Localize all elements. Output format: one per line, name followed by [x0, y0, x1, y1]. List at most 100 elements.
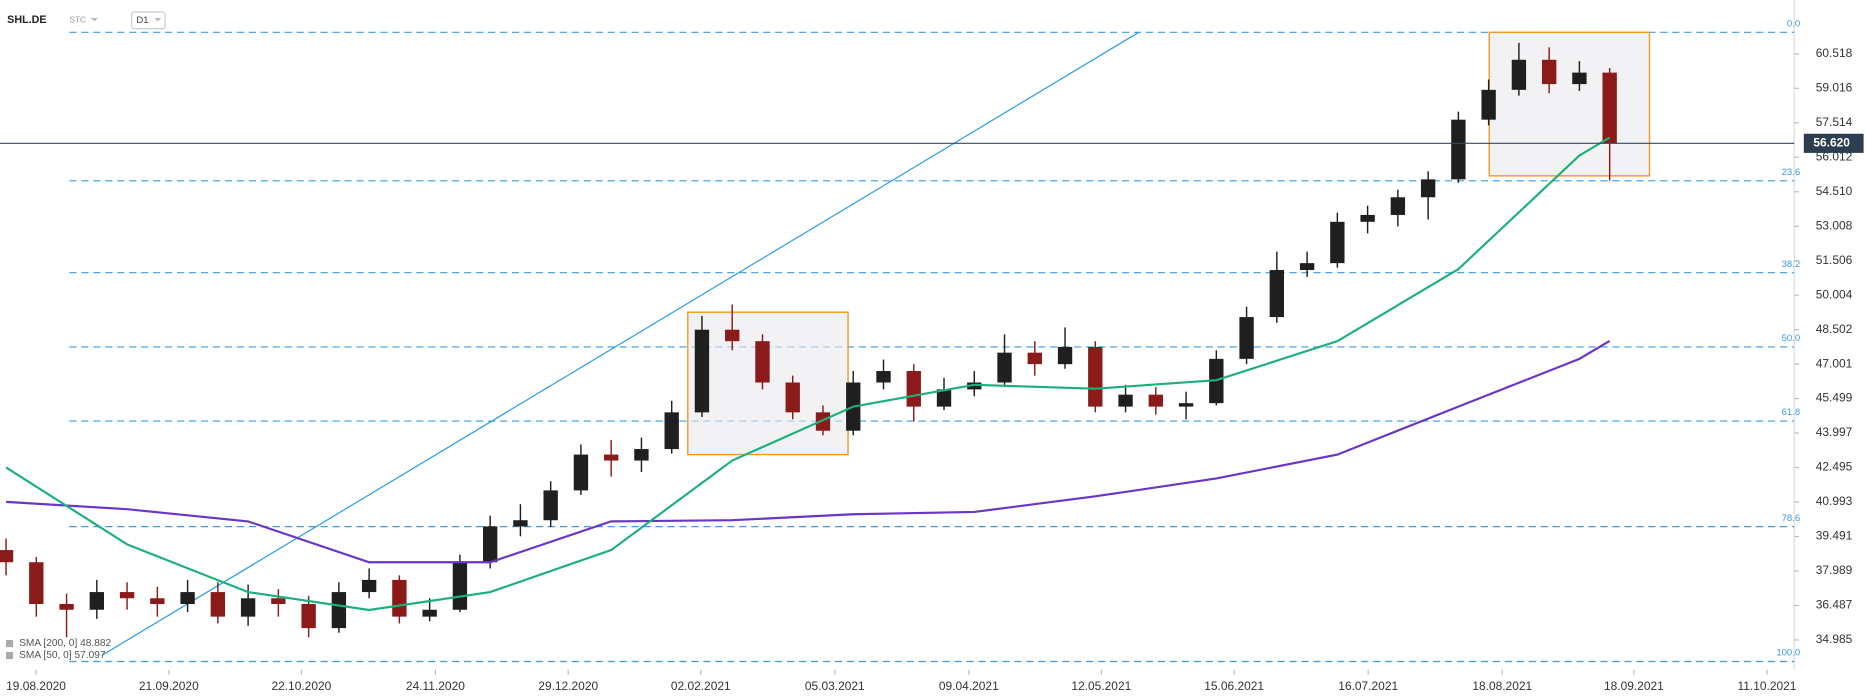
- y-tick-label: 50.004: [1816, 287, 1853, 301]
- candle-body: [725, 329, 740, 342]
- candle-body: [1481, 89, 1496, 120]
- candle-body: [604, 454, 619, 461]
- y-tick-label: 59.016: [1816, 80, 1853, 94]
- candle-body: [543, 490, 558, 521]
- trend-line: [101, 31, 1140, 657]
- y-tick-label: 39.491: [1816, 529, 1853, 543]
- candle-body: [1239, 317, 1254, 359]
- x-tick-label: 05.03.2021: [805, 679, 865, 693]
- candle-body: [59, 604, 74, 610]
- x-tick-label: 16.07.2021: [1338, 679, 1398, 693]
- fibonacci: 0.0 23.6 38.2 50.0 61.8 78.6 100.0: [69, 18, 1801, 663]
- candle-body: [1148, 394, 1163, 407]
- candle-body: [180, 592, 195, 605]
- sma-line: [5, 340, 1611, 564]
- x-tick-label: 12.05.2021: [1071, 679, 1131, 693]
- last-price-box: [1803, 133, 1864, 153]
- dropdown-arrow: [154, 17, 162, 22]
- fib-label: 23.6: [1782, 167, 1801, 178]
- candle-body: [967, 382, 982, 390]
- mode[interactable]: STC: [69, 15, 86, 25]
- fib-label: 100.0: [1776, 648, 1800, 659]
- candle-body: [301, 604, 316, 629]
- x-tick-label: 11.10.2021: [1738, 679, 1797, 693]
- x-tick-label: 18.09.2021: [1604, 679, 1664, 693]
- x-tick-label: 09.04.2021: [939, 679, 999, 693]
- candle-body: [997, 352, 1012, 383]
- candle-body: [1057, 346, 1073, 365]
- y-tick-label: 54.510: [1816, 184, 1853, 198]
- candle-body: [815, 412, 831, 431]
- x-tick-label: 02.02.2021: [671, 679, 731, 693]
- candle-body: [119, 592, 135, 599]
- y-tick-label: 57.514: [1816, 115, 1853, 129]
- candle-body: [936, 389, 952, 407]
- y-tick-label: 43.997: [1816, 425, 1853, 439]
- candle-body: [1299, 263, 1315, 271]
- candle-body: [876, 371, 891, 383]
- candle-body: [1451, 119, 1466, 180]
- candle-body: [150, 598, 165, 605]
- fib-label: 78.6: [1782, 513, 1801, 524]
- axes: 60.518 59.016 57.514 56.012 54.510 53.008 51.5…: [0, 46, 1864, 693]
- legend-entry[interactable]: SMA [200, 0] 48.882: [19, 638, 111, 649]
- y-tick-label: 56.012: [1816, 149, 1853, 163]
- candle-body: [1511, 59, 1527, 90]
- candle-body: [0, 550, 14, 563]
- candle-body: [1027, 352, 1042, 365]
- candle-body: [89, 592, 104, 610]
- candle-body: [1360, 214, 1375, 222]
- legend-icon: [5, 651, 14, 660]
- interval[interactable]: D1: [136, 15, 148, 26]
- legend-entry[interactable]: SMA [50, 0] 57.097: [19, 650, 106, 661]
- y-tick-label: 42.495: [1816, 460, 1853, 474]
- candle-body: [1541, 59, 1557, 85]
- x-tick-label: 24.11.2020: [406, 679, 465, 693]
- y-tick-label: 34.985: [1816, 632, 1853, 646]
- dropdown-arrow: [90, 17, 99, 22]
- y-tick-label: 47.001: [1816, 356, 1853, 370]
- y-tick-label: 36.487: [1816, 598, 1853, 612]
- box-zone: [687, 311, 849, 456]
- candle-body: [664, 412, 679, 450]
- candle-body: [1572, 72, 1587, 85]
- y-tick-label: 53.008: [1816, 218, 1853, 232]
- y-tick-label: 40.993: [1816, 494, 1853, 508]
- candle-body: [1390, 197, 1406, 215]
- fib-label: 61.8: [1782, 407, 1801, 418]
- symbol[interactable]: SHL.DE: [7, 14, 46, 26]
- box-zone: [1488, 31, 1651, 177]
- x-tick-label: 22.10.2020: [271, 679, 331, 693]
- fib-label: 38.2: [1782, 259, 1801, 270]
- candle-body: [29, 562, 44, 605]
- x-tick-label: 18.08.2021: [1472, 679, 1532, 693]
- candle-body: [1269, 270, 1285, 318]
- candle-body: [392, 579, 407, 617]
- candle-body: [1178, 403, 1194, 407]
- candle-body: [513, 520, 528, 527]
- candle-body: [1118, 394, 1133, 407]
- candle-body: [422, 609, 437, 617]
- candle-body: [210, 592, 226, 617]
- y-tick-label: 37.989: [1816, 563, 1853, 577]
- interval-box[interactable]: [130, 11, 166, 30]
- candle-body: [1602, 72, 1617, 144]
- candle-body: [634, 449, 649, 461]
- candle-body: [694, 329, 710, 413]
- x-tick-label: 19.08.2020: [6, 679, 66, 693]
- y-tick-label: 51.506: [1816, 253, 1853, 267]
- last-price-label: 56.620: [1813, 135, 1850, 149]
- candle-body: [482, 526, 498, 563]
- fib-label: 0.0: [1787, 18, 1800, 29]
- candle-body: [1088, 346, 1103, 407]
- x-tick-label: 15.06.2021: [1204, 679, 1264, 693]
- sma-line: [5, 136, 1611, 612]
- plot: [0, 42, 1617, 638]
- candle-body: [755, 341, 770, 383]
- legend-icon: [5, 639, 14, 648]
- candle-body: [271, 598, 286, 605]
- candle-body: [1420, 179, 1436, 198]
- x-tick-label: 21.09.2020: [139, 679, 199, 693]
